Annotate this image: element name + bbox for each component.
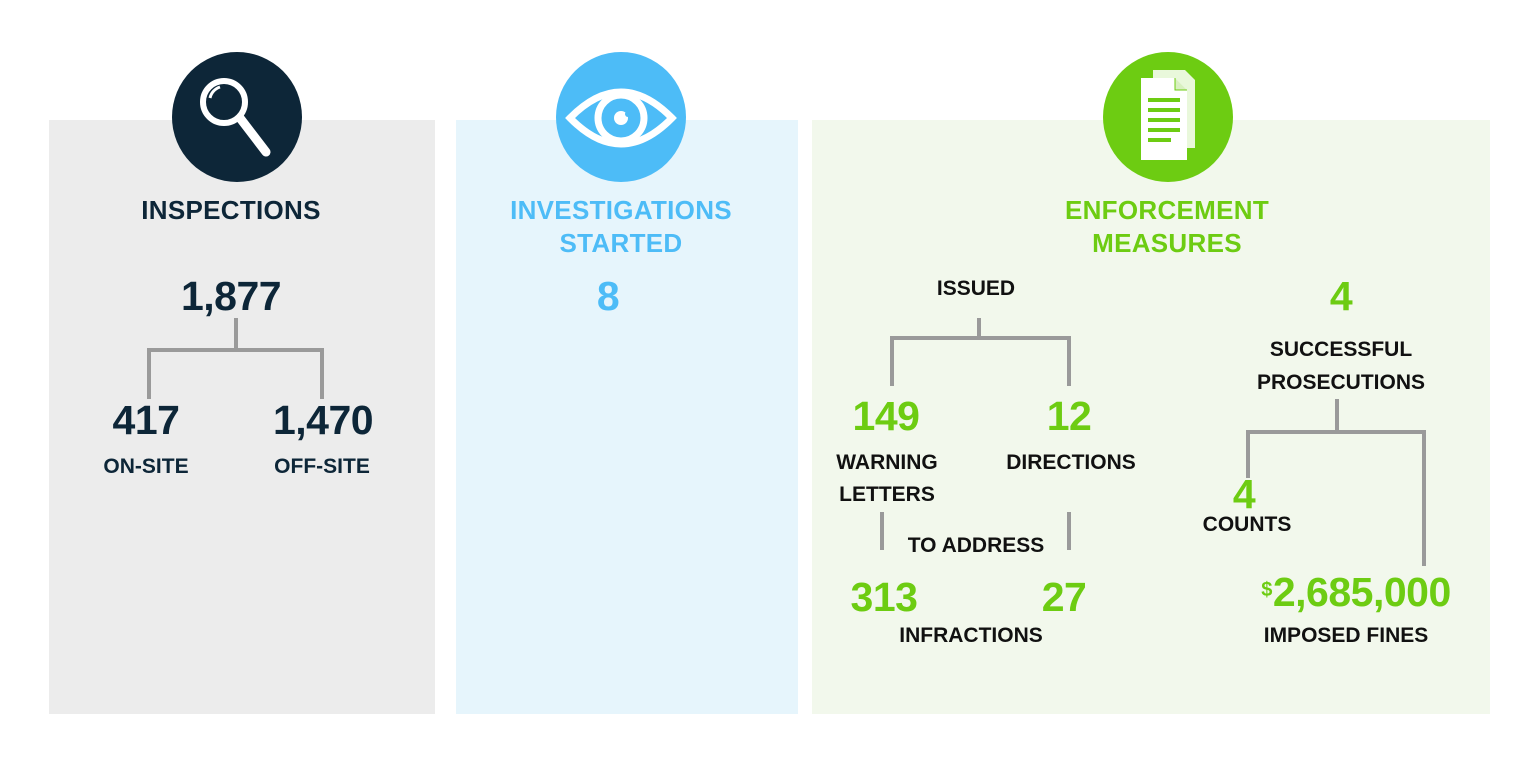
eye-icon — [556, 52, 686, 182]
documents-icon — [1103, 52, 1233, 182]
directions-value: 12 — [1046, 393, 1092, 439]
warning-letters-label-line2: LETTERS — [839, 483, 935, 506]
imposed-fines-label: IMPOSED FINES — [1263, 624, 1429, 647]
investigations-value: 8 — [596, 273, 620, 319]
enforcement-heading-line1: ENFORCEMENT — [1064, 195, 1270, 225]
issued-label: ISSUED — [936, 277, 1016, 300]
inspections-panel — [49, 120, 435, 714]
imposed-fines-amount: 2,685,000 — [1272, 569, 1451, 615]
directions-label: DIRECTIONS — [1006, 451, 1136, 474]
prosecutions-label-line2: PROSECUTIONS — [1256, 371, 1426, 394]
to-address-label: TO ADDRESS — [907, 534, 1045, 557]
counts-value: 4 — [1232, 471, 1256, 517]
warning-letters-label-line1: WARNING — [836, 451, 938, 474]
counts-label: COUNTS — [1202, 513, 1292, 536]
investigations-heading-line2: STARTED — [559, 228, 683, 258]
warning-letters-value: 149 — [852, 393, 920, 439]
inspections-total: 1,877 — [180, 273, 282, 319]
magnifying-glass-icon — [172, 52, 302, 182]
inspections-heading: INSPECTIONS — [141, 195, 321, 225]
investigations-heading-line1: INVESTIGATIONS — [510, 195, 732, 225]
onsite-label: ON-SITE — [103, 455, 189, 478]
offsite-label: OFF-SITE — [274, 455, 370, 478]
enforcement-heading-line2: MEASURES — [1092, 228, 1242, 258]
imposed-fines-value: $2,685,000 — [1261, 570, 1451, 614]
prosecutions-value: 4 — [1329, 273, 1353, 319]
prosecutions-label-line1: SUCCESSFUL — [1269, 338, 1413, 361]
infractions-label: INFRACTIONS — [899, 624, 1043, 647]
warning-infractions-value: 313 — [850, 574, 918, 620]
directions-infractions-value: 27 — [1041, 574, 1087, 620]
offsite-value: 1,470 — [272, 397, 374, 443]
onsite-value: 417 — [112, 397, 180, 443]
currency-symbol: $ — [1261, 579, 1272, 601]
investigations-panel — [456, 120, 798, 714]
